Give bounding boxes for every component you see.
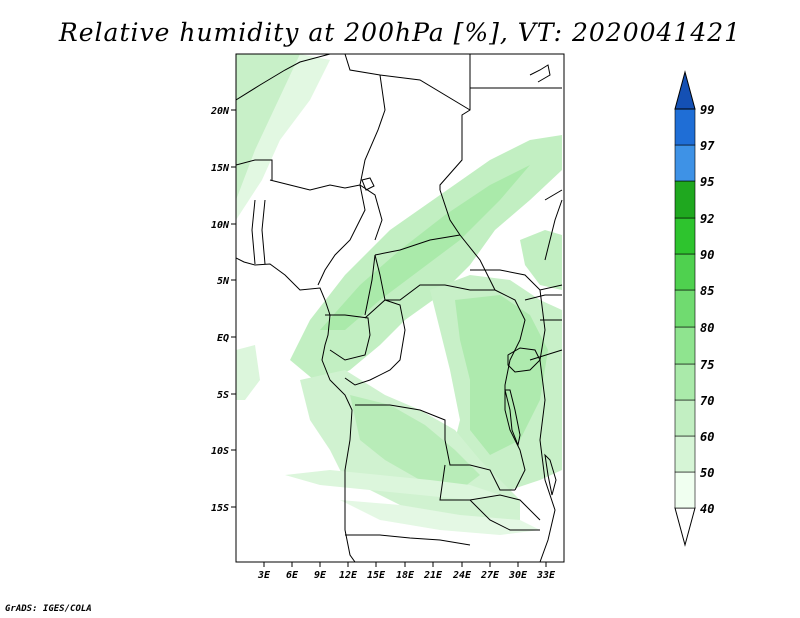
colorbar-segment-60-70 [674, 399, 696, 437]
humidity-band-core [320, 165, 530, 330]
colorbar-label-75: 75 [700, 358, 714, 372]
map-frame [235, 53, 565, 563]
border-togo [251, 199, 256, 265]
colorbar-segment-97-99 [674, 108, 696, 146]
border-angola-namibia [345, 534, 471, 546]
colorbar-segment-85-90 [674, 253, 696, 291]
lon-label-6e: 6E [286, 570, 299, 581]
colorbar-segment-70-75 [674, 363, 696, 401]
border-angola-zambia [439, 464, 541, 521]
lon-label-3e: 3E [257, 570, 271, 581]
border-niger-nigeria [269, 179, 361, 191]
colorbar-label-80: 80 [700, 321, 714, 335]
colorbar-bottom-arrow [674, 507, 696, 547]
longitude-axis: 3E 6E 9E 12E 15E 18E 21E 24E 27E 30E 33E [257, 562, 556, 581]
chart-title: Relative humidity at 200hPa [%], VT: 202… [58, 18, 742, 47]
humidity-area-ne [520, 230, 562, 290]
border-north-1 [236, 54, 331, 101]
border-congo [344, 299, 406, 386]
colorbar-segment-95-97 [674, 144, 696, 182]
colorbar-segment-92-95 [674, 180, 696, 219]
colorbar-label-95: 95 [700, 175, 714, 189]
colorbar: 40 50 60 70 75 80 85 90 92 95 97 99 [674, 70, 715, 547]
colorbar-label-70: 70 [700, 394, 714, 408]
colorbar-segment-80-85 [674, 289, 696, 328]
lat-label-15s: 15S [211, 503, 229, 514]
colorbar-top-arrow [674, 70, 696, 110]
colorbar-label-97: 97 [700, 139, 715, 153]
lon-label-12e: 12E [339, 570, 358, 581]
lon-label-18e: 18E [396, 570, 415, 581]
lake-victoria [507, 347, 541, 373]
humidity-area-east-inner [455, 295, 548, 455]
lake-chad [361, 177, 375, 191]
lat-label-eq: EQ [217, 333, 229, 344]
border-car-north [374, 234, 461, 256]
colorbar-label-99: 99 [700, 103, 714, 117]
colorbar-label-60: 60 [700, 430, 714, 444]
border-nigeria-cameroon [317, 184, 366, 286]
lon-label-9e: 9E [314, 570, 327, 581]
colorbar-label-90: 90 [700, 248, 714, 262]
lat-label-5n: 5N [217, 276, 230, 287]
border-north-2 [344, 54, 471, 111]
humidity-shading [236, 54, 562, 535]
colorbar-label-40: 40 [700, 502, 714, 516]
humidity-area-south-inner [350, 395, 480, 490]
border-uganda [524, 294, 562, 301]
border-north-3 [439, 54, 471, 190]
border-tanzania [529, 349, 563, 361]
lon-label-30e: 30E [508, 570, 528, 581]
colorbar-label-85: 85 [700, 284, 714, 298]
border-cameroon-car [364, 254, 376, 316]
humidity-streak-south [340, 500, 540, 535]
border-zambia-south [469, 499, 540, 531]
lat-label-15n: 15N [211, 163, 230, 174]
lat-label-5s: 5S [217, 390, 229, 401]
colorbar-segment-75-80 [674, 326, 696, 365]
border-benin [261, 199, 266, 265]
colorbar-label-50: 50 [700, 466, 714, 480]
lake-malawi [544, 453, 557, 496]
border-chad-sudan [439, 189, 496, 291]
border-ethiopia [544, 189, 563, 201]
lat-label-10n: 10N [211, 220, 230, 231]
colorbar-segment-50-60 [674, 435, 696, 473]
border-gabon [325, 314, 371, 361]
red-sea-coast [529, 64, 551, 83]
coastline-west [236, 257, 356, 562]
border-sudan-ssudan [470, 269, 563, 291]
lon-label-24e: 24E [452, 570, 472, 581]
border-drc-south [355, 404, 515, 491]
latitude-axis: 20N 15N 10N 5N EQ 5S 10S 15S [210, 106, 236, 514]
border-niger-chad [359, 74, 386, 241]
country-borders [236, 54, 563, 562]
lon-label-15e: 15E [367, 570, 386, 581]
humidity-area-nw-light [236, 54, 330, 220]
lon-label-33e: 33E [536, 570, 556, 581]
border-drc-east [494, 289, 526, 491]
lat-label-20n: 20N [210, 106, 230, 117]
lat-label-10s: 10S [211, 446, 229, 457]
border-sudan-east [544, 199, 563, 261]
humidity-streak-sw [285, 470, 500, 500]
border-east [539, 289, 556, 562]
colorbar-segment-90-92 [674, 217, 696, 255]
border-mali-niger [236, 159, 273, 180]
colorbar-label-92: 92 [700, 212, 714, 226]
border-car-south [374, 254, 495, 301]
colorbar-segment-40-50 [674, 471, 696, 509]
lake-tanganyika [504, 389, 521, 447]
lon-label-27e: 27E [480, 570, 500, 581]
humidity-area-west [236, 345, 260, 400]
lon-label-21e: 21E [423, 570, 443, 581]
grads-credit: GrADS: IGES/COLA [5, 604, 92, 614]
